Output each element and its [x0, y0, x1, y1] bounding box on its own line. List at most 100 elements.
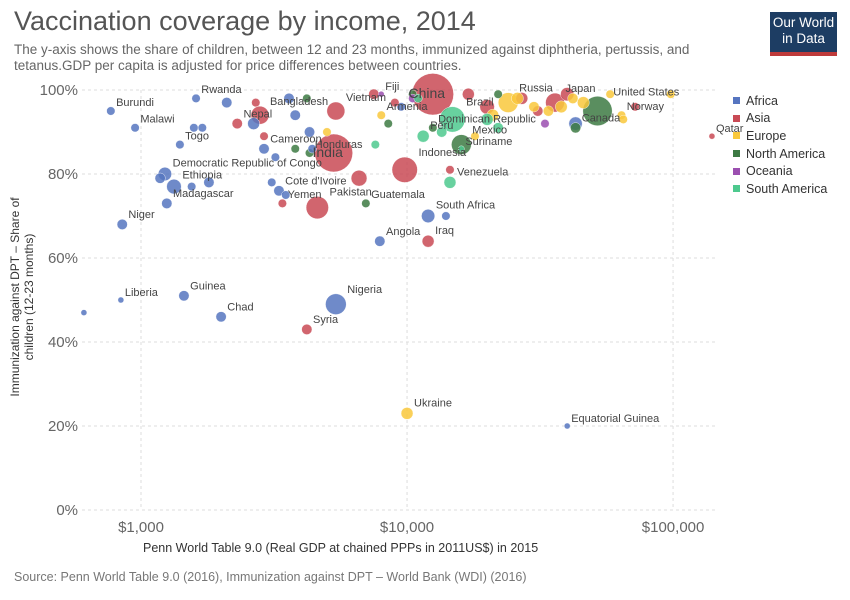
data-point — [470, 131, 480, 141]
data-point — [528, 101, 540, 113]
data-point — [391, 156, 418, 183]
data-point — [543, 105, 554, 117]
point-label: Democratic Republic of Congo — [173, 157, 322, 169]
data-point — [267, 177, 277, 187]
legend-item[interactable]: Asia — [733, 110, 827, 128]
data-point — [277, 198, 287, 208]
point-label: Armenia — [387, 101, 429, 113]
data-point — [361, 198, 371, 208]
point-label: Nepal — [243, 108, 272, 120]
data-point — [458, 145, 465, 153]
data-point — [273, 185, 285, 197]
point-label: Vietnam — [346, 92, 386, 104]
point-label: Dominican Republic — [438, 114, 536, 126]
data-point — [175, 140, 185, 150]
legend-swatch — [733, 185, 740, 193]
data-point — [231, 118, 243, 129]
point-label: Burundi — [116, 97, 154, 109]
point-label: Bangladesh — [270, 96, 328, 108]
data-point — [197, 123, 207, 133]
data-point — [383, 119, 393, 129]
axis-ticks: 0% 20% 40% 60% 80% 100% $1,000 $10,000 $100,000 — [40, 82, 705, 536]
point-label: Qatar — [716, 123, 744, 135]
data-point — [290, 144, 300, 154]
legend-label: Africa — [746, 93, 778, 108]
data-point — [302, 93, 312, 103]
data-point — [178, 290, 190, 302]
data-point — [421, 209, 436, 223]
our-world-in-data-logo[interactable]: Our World in Data — [770, 12, 837, 56]
point-label: Mexico — [472, 125, 507, 137]
data-point — [493, 89, 503, 99]
data-point — [570, 122, 581, 134]
data-point — [326, 101, 346, 121]
legend-item[interactable]: North America — [733, 145, 827, 163]
data-point — [451, 134, 472, 155]
legend-label: Oceania — [746, 164, 793, 179]
data-point — [221, 97, 233, 108]
y-tick-label: 20% — [48, 418, 78, 435]
data-point — [445, 165, 455, 175]
source-note: Source: Penn World Table 9.0 (2016), Imm… — [14, 570, 527, 584]
point-label: China — [409, 85, 446, 101]
data-point — [370, 140, 380, 150]
data-point — [258, 143, 270, 155]
point-label: Niger — [128, 209, 155, 221]
point-label: Rwanda — [201, 84, 242, 96]
legend-item[interactable]: Europe — [733, 127, 827, 145]
point-label: Honduras — [315, 139, 363, 151]
data-point — [630, 102, 640, 112]
data-point — [322, 127, 332, 137]
data-point — [421, 234, 435, 248]
data-point — [582, 96, 613, 126]
data-point — [400, 407, 414, 420]
data-point — [390, 98, 400, 108]
legend-item[interactable]: South America — [733, 180, 827, 198]
data-point — [161, 198, 173, 209]
x-axis-label: Penn World Table 9.0 (Real GDP at chaine… — [143, 541, 539, 555]
data-point — [462, 87, 475, 101]
data-point — [443, 176, 457, 189]
data-point — [187, 182, 197, 192]
logo-line-2: in Data — [782, 31, 825, 46]
point-label: Cameroon — [270, 134, 321, 146]
legend-item[interactable]: Oceania — [733, 162, 827, 180]
point-label: Chad — [227, 302, 253, 314]
data-point — [116, 219, 128, 230]
legend-label: Europe — [746, 128, 787, 143]
point-label: Japan — [566, 83, 596, 95]
y-tick-label: 40% — [48, 334, 78, 351]
data-point — [270, 152, 280, 162]
point-label: United States — [613, 86, 680, 98]
legend-item[interactable]: Africa — [733, 92, 827, 110]
point-label: Syria — [313, 314, 339, 326]
x-tick-label: $100,000 — [642, 519, 705, 536]
chart-subtitle: The y-axis shows the share of children, … — [14, 42, 690, 73]
data-point — [567, 93, 579, 104]
data-point — [540, 119, 550, 129]
data-point — [166, 179, 182, 195]
point-label: Nigeria — [347, 284, 383, 296]
data-point — [251, 98, 261, 108]
point-label: Russia — [519, 83, 554, 95]
data-point — [618, 114, 628, 124]
data-point — [564, 422, 571, 430]
data-point — [247, 117, 260, 130]
data-points — [80, 73, 716, 430]
data-point — [289, 109, 301, 121]
point-label: Angola — [386, 226, 421, 238]
chart-title: Vaccination coverage by income, 2014 — [14, 6, 476, 36]
point-label: Yemen — [288, 189, 322, 201]
legend-label: South America — [746, 181, 828, 196]
data-point — [203, 177, 215, 188]
data-point — [577, 96, 590, 109]
legend-label: North America — [746, 146, 826, 161]
legend-swatch — [733, 167, 740, 175]
data-point — [80, 309, 88, 316]
point-label: Iraq — [435, 225, 454, 237]
data-point — [191, 93, 201, 103]
data-point — [605, 89, 615, 99]
point-label: Peru — [430, 120, 453, 132]
legend: Africa Asia Europe North America Oceania Sout… — [733, 92, 827, 198]
point-label: Brazil — [466, 97, 494, 109]
